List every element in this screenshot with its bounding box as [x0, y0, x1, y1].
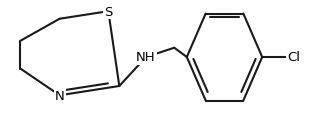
Text: N: N	[55, 89, 65, 102]
Text: S: S	[104, 6, 112, 19]
Text: NH: NH	[136, 51, 156, 64]
Text: Cl: Cl	[287, 51, 300, 64]
